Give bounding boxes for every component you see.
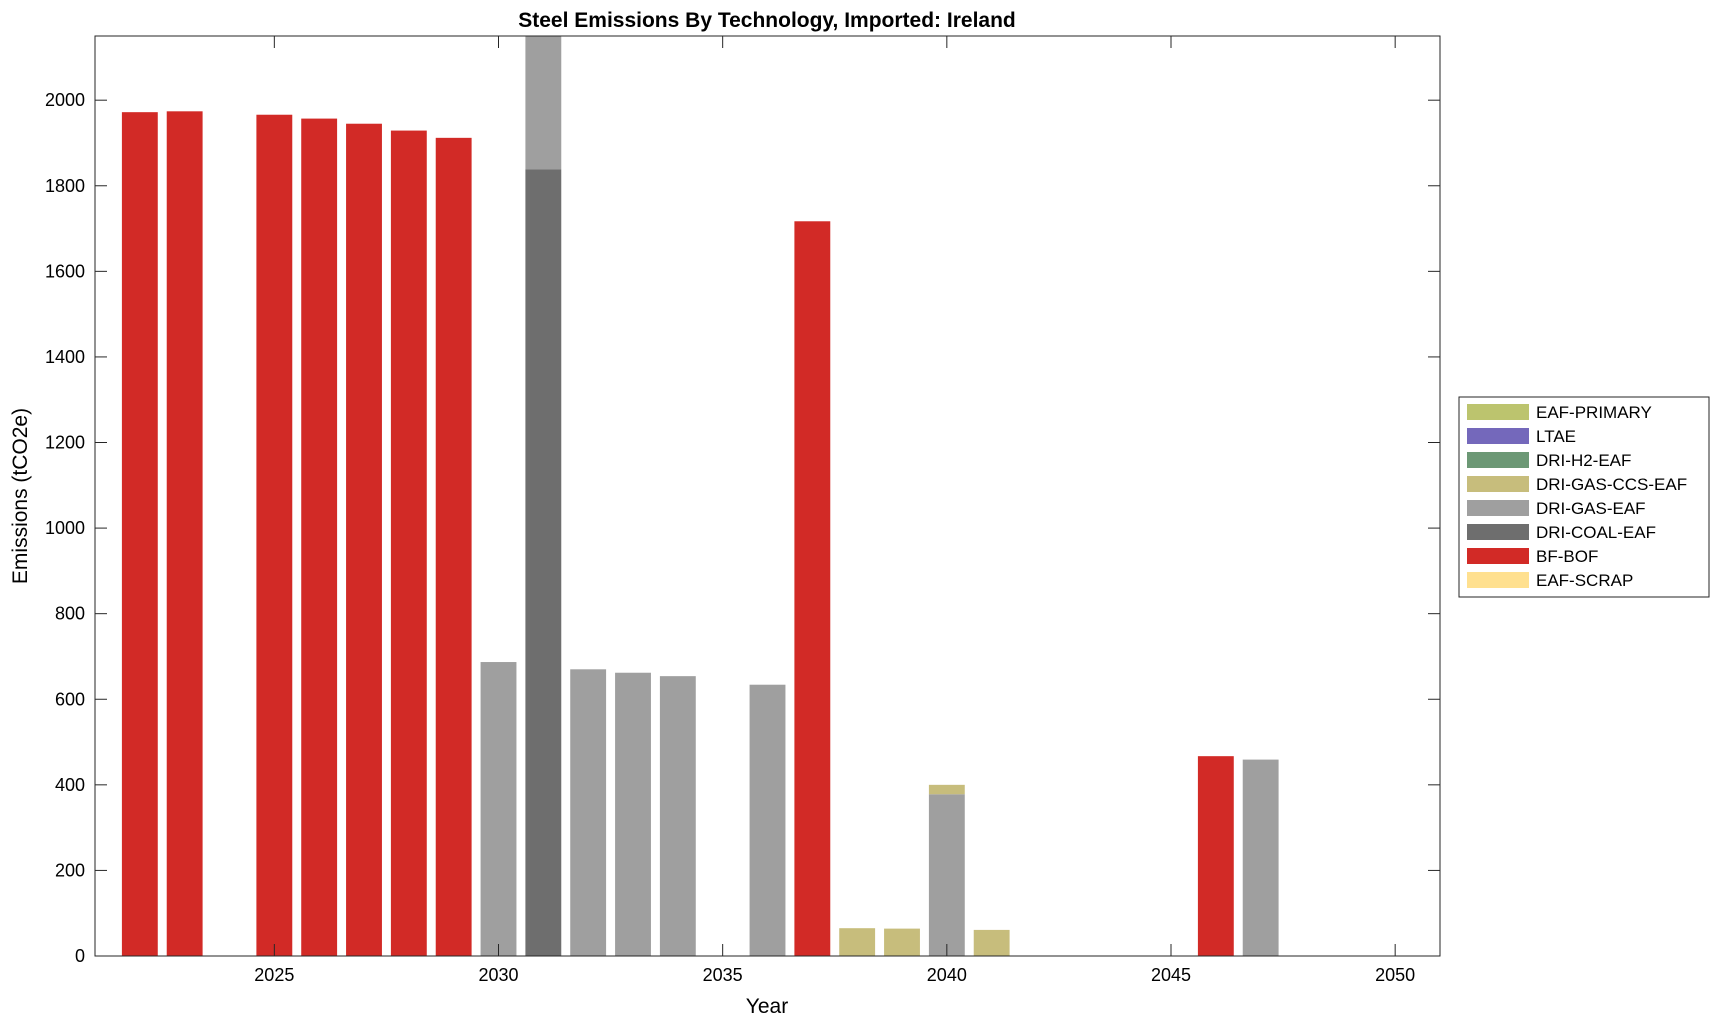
y-tick-label-2000: 2000: [45, 90, 85, 110]
legend-label-eaf-primary: EAF-PRIMARY: [1536, 403, 1652, 422]
y-tick-label-1600: 1600: [45, 261, 85, 281]
legend-swatch-eaf-scrap: [1467, 572, 1529, 588]
bar-bf-bof-2026: [301, 118, 338, 957]
x-tick-label-2035: 2035: [703, 965, 743, 985]
bar-bf-bof-2037: [794, 221, 831, 956]
bar-dri-gas-eaf-2032: [570, 669, 607, 956]
legend-box: [1458, 396, 1710, 598]
y-tick-label-1200: 1200: [45, 433, 85, 453]
legend-label-dri-h2-eaf: DRI-H2-EAF: [1536, 451, 1631, 470]
y-tick-label-600: 600: [55, 689, 85, 709]
bar-dri-coal-eaf-2031: [525, 169, 562, 956]
bar-bf-bof-2029: [435, 137, 472, 957]
bar-dri-gas-ccs-eaf-2038: [839, 928, 876, 956]
y-tick-label-200: 200: [55, 860, 85, 880]
legend-swatch-dri-gas-ccs-eaf: [1467, 476, 1529, 492]
x-tick-label-2025: 2025: [254, 965, 294, 985]
bar-bf-bof-2027: [346, 123, 382, 957]
bar-dri-gas-eaf-2036: [749, 684, 786, 956]
legend-swatch-dri-gas-eaf: [1467, 500, 1529, 516]
legend-swatch-bf-bof: [1467, 548, 1529, 564]
bar-dri-gas-eaf-2034: [659, 676, 696, 956]
plot-area: 0 200 400 600 800 1000 1200 1400 1600 1800 2000 202…: [45, 35, 1441, 985]
bar-bf-bof-2023: [166, 111, 203, 956]
bar-bf-bof-2028: [390, 130, 427, 956]
x-tick-label-2045: 2045: [1151, 965, 1191, 985]
chart-title: Steel Emissions By Technology, Imported:…: [518, 9, 1016, 32]
legend-label-dri-gas-ccs-eaf: DRI-GAS-CCS-EAF: [1536, 475, 1687, 494]
x-tick-label-2030: 2030: [478, 965, 518, 985]
legend-label-ltae: LTAE: [1536, 427, 1576, 446]
bar-dri-gas-ccs-eaf-2039: [884, 928, 920, 956]
plot-frame: [94, 35, 1441, 957]
x-tick-label-2050: 2050: [1375, 965, 1415, 985]
bar-dri-gas-eaf-2047: [1242, 759, 1279, 956]
x-axis-label: Year: [746, 995, 788, 1018]
bar-bf-bof-2046: [1197, 756, 1234, 956]
legend-label-eaf-scrap: EAF-SCRAP: [1536, 571, 1633, 590]
bar-dri-gas-eaf-2040: [928, 794, 965, 956]
bar-dri-gas-eaf-2031: [525, 36, 562, 170]
y-tick-label-800: 800: [55, 604, 85, 624]
x-tick-label-2040: 2040: [927, 965, 967, 985]
y-tick-label-1000: 1000: [45, 518, 85, 538]
bar-dri-gas-ccs-eaf-2041: [973, 929, 1010, 956]
legend-swatch-ltae: [1467, 428, 1529, 444]
bar-dri-gas-eaf-2030: [480, 662, 517, 956]
legend-label-dri-coal-eaf: DRI-COAL-EAF: [1536, 523, 1656, 542]
legend-swatch-dri-coal-eaf: [1467, 524, 1529, 540]
y-axis-label: Emissions (tCO2e): [9, 408, 32, 584]
legend-label-bf-bof: BF-BOF: [1536, 547, 1598, 566]
bar-bf-bof-2025: [256, 114, 293, 957]
y-tick-label-400: 400: [55, 775, 85, 795]
y-tick-label-1800: 1800: [45, 176, 85, 196]
bar-dri-gas-eaf-2033: [615, 672, 651, 956]
bar-dri-gas-ccs-eaf-2040: [928, 784, 965, 795]
y-tick-label-1400: 1400: [45, 347, 85, 367]
legend-label-dri-gas-eaf: DRI-GAS-EAF: [1536, 499, 1646, 518]
legend: EAF-PRIMARY LTAE DRI-H2-EAF DRI-GAS-CCS-EAF…: [1458, 396, 1710, 598]
y-tick-label-0: 0: [75, 946, 85, 966]
bar-bf-bof-2022: [121, 112, 158, 957]
legend-swatch-eaf-primary: [1467, 404, 1529, 420]
legend-swatch-dri-h2-eaf: [1467, 452, 1529, 468]
